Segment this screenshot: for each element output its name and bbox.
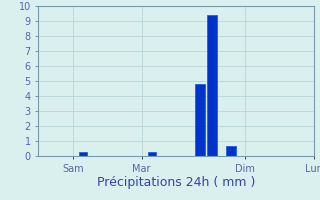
X-axis label: Précipitations 24h ( mm ): Précipitations 24h ( mm ) — [97, 176, 255, 189]
Bar — [226, 146, 236, 156]
Bar — [195, 84, 205, 156]
Bar — [148, 152, 156, 156]
Bar — [207, 15, 217, 156]
Bar — [79, 152, 87, 156]
